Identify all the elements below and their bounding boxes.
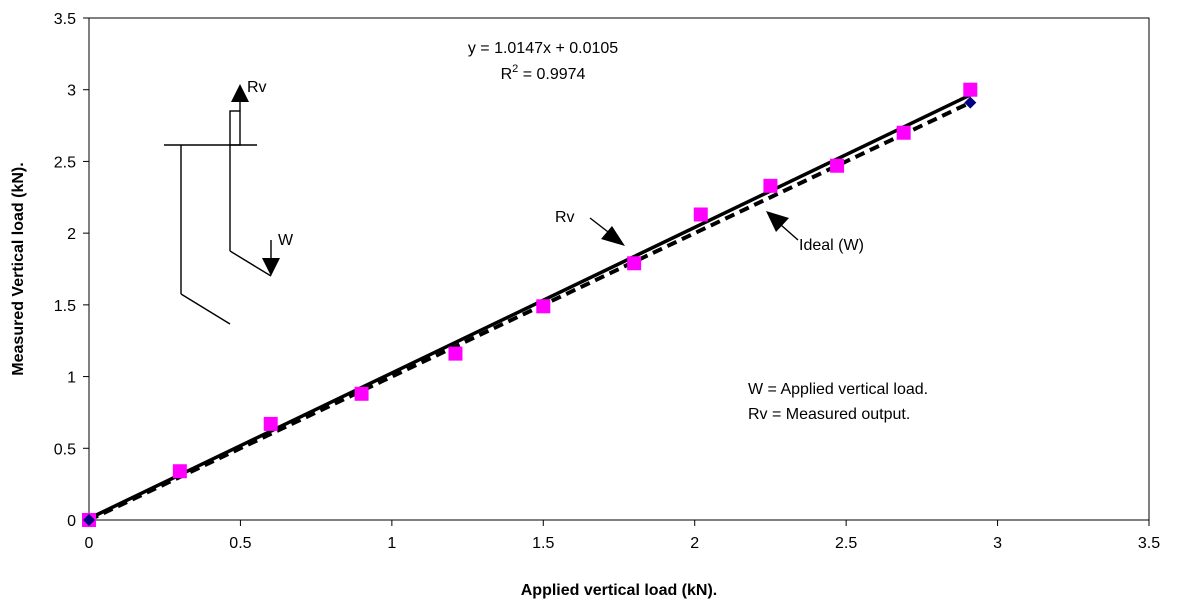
x-tick-label: 1 — [387, 535, 396, 552]
rv-data-point — [896, 125, 911, 140]
rv-data-point — [963, 82, 978, 97]
ideal-callout-arrowhead — [766, 211, 789, 232]
trendline-equation: y = 1.0147x + 0.0105 — [468, 40, 618, 57]
diagram-w-arrowhead — [262, 258, 280, 276]
y-tick-label: 0 — [67, 513, 76, 530]
y-tick-label: 3.5 — [54, 11, 76, 28]
x-axis-title: Applied vertical load (kN). — [521, 582, 717, 599]
ideal-point — [964, 96, 977, 109]
trendline — [88, 93, 972, 521]
diagram-rv-arrowhead — [231, 84, 249, 102]
y-tick-label: 0.5 — [54, 441, 76, 458]
rv-data-point — [172, 464, 187, 479]
x-tick-label: 0.5 — [229, 535, 251, 552]
rv-data-point — [536, 299, 551, 314]
r-squared: R2 = 0.9974 — [501, 63, 586, 83]
diagram-load-cell — [229, 110, 241, 146]
load-diagram — [164, 98, 272, 325]
y-axis-title: Measured Vertical load (kN). — [10, 162, 27, 375]
x-tick-label: 2.5 — [835, 535, 857, 552]
rv-callout-arrowhead — [601, 226, 625, 246]
rv-data-point — [354, 386, 369, 401]
ideal-callout-label: Ideal (W) — [799, 237, 864, 254]
y-tick-label: 2.5 — [54, 154, 76, 171]
y-tick-label: 2 — [67, 226, 76, 243]
x-tick-label: 1.5 — [532, 535, 554, 552]
y-tick-label: 3 — [67, 83, 76, 100]
rv-data-point — [263, 416, 278, 431]
rv-data-point — [763, 178, 778, 193]
axes: 0 0.5 1 1.5 2 2.5 3 3.5 0 0.5 1 1.5 2 2.5 3 3.5 — [54, 11, 1160, 552]
plot-area — [88, 17, 1150, 521]
legend-line-1: W = Applied vertical load. — [748, 381, 928, 398]
r-squared-value: = 0.9974 — [518, 66, 585, 83]
diagram-rv-label: Rv — [247, 79, 267, 96]
ideal-line — [88, 100, 972, 522]
ideal-point — [83, 514, 95, 526]
rv-data-point — [830, 158, 845, 173]
x-tick-label: 3.5 — [1138, 535, 1160, 552]
r-squared-prefix: R — [501, 66, 513, 83]
lines — [88, 93, 972, 522]
rv-data-point — [448, 346, 463, 361]
rv-data-point — [693, 207, 708, 222]
markers — [82, 82, 978, 527]
x-tick-label: 3 — [993, 535, 1002, 552]
rv-data-point — [627, 256, 642, 271]
x-tick-label: 0 — [85, 535, 94, 552]
diagram-left-foot — [180, 293, 231, 325]
legend-line-2: Rv = Measured output. — [748, 406, 910, 423]
y-tick-label: 1 — [67, 370, 76, 387]
y-tick-label: 1.5 — [54, 298, 76, 315]
ideal-callout-line — [780, 224, 799, 241]
diagram-right-arm — [229, 250, 272, 277]
x-tick-label: 2 — [690, 535, 699, 552]
diagram-w-label: W — [278, 232, 294, 249]
r-squared-superscript: 2 — [512, 63, 518, 75]
rv-callout-label: Rv — [555, 209, 575, 226]
